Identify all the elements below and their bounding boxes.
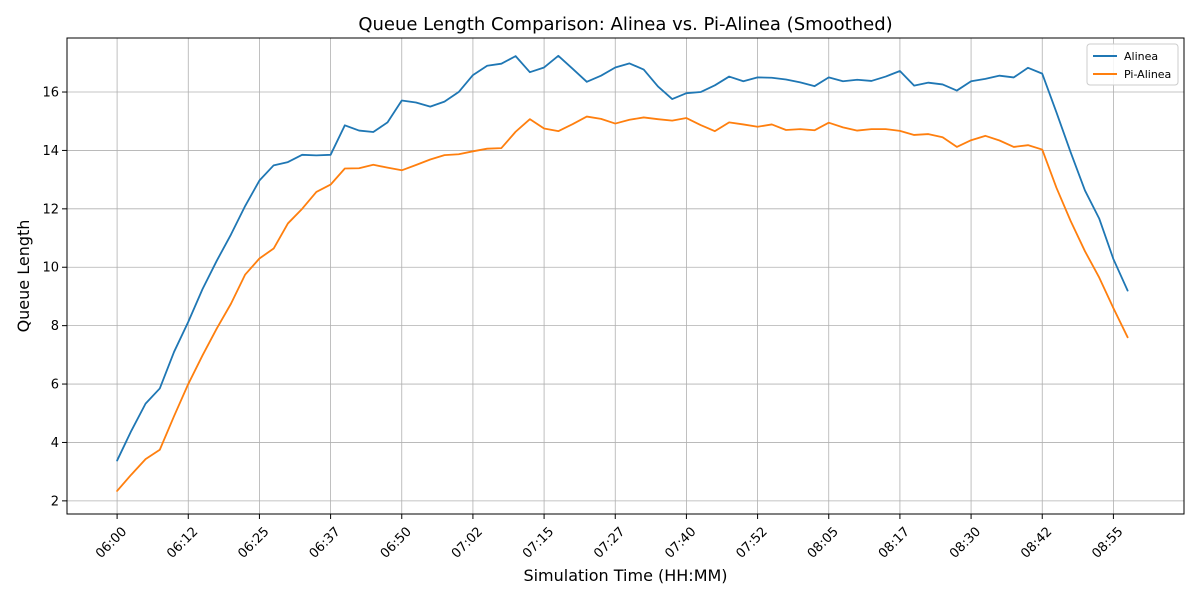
legend-label-alinea: Alinea — [1124, 50, 1158, 63]
x-axis-label: Simulation Time (HH:MM) — [523, 566, 727, 585]
y-tick-label: 12 — [42, 202, 59, 217]
chart-title: Queue Length Comparison: Alinea vs. Pi-A… — [358, 14, 892, 35]
series-line-alinea — [116, 54, 1129, 462]
legend-label-pi-alinea: Pi-Alinea — [1124, 68, 1171, 81]
y-tick-label: 2 — [51, 494, 59, 509]
y-tick-label: 6 — [51, 378, 59, 393]
legend: Alinea Pi-Alinea — [1086, 43, 1179, 86]
series-lines — [116, 54, 1129, 492]
plot-frame — [66, 37, 1185, 515]
grid-lines — [67, 38, 1184, 514]
y-tick-label: 16 — [42, 86, 59, 101]
y-tick-label: 14 — [42, 144, 59, 159]
y-tick-label: 4 — [51, 436, 59, 451]
y-tick-label: 8 — [51, 319, 59, 334]
y-tick-label: 10 — [42, 261, 59, 276]
y-axis-label: Queue Length — [14, 220, 33, 333]
series-line-pi-alinea — [116, 115, 1129, 492]
